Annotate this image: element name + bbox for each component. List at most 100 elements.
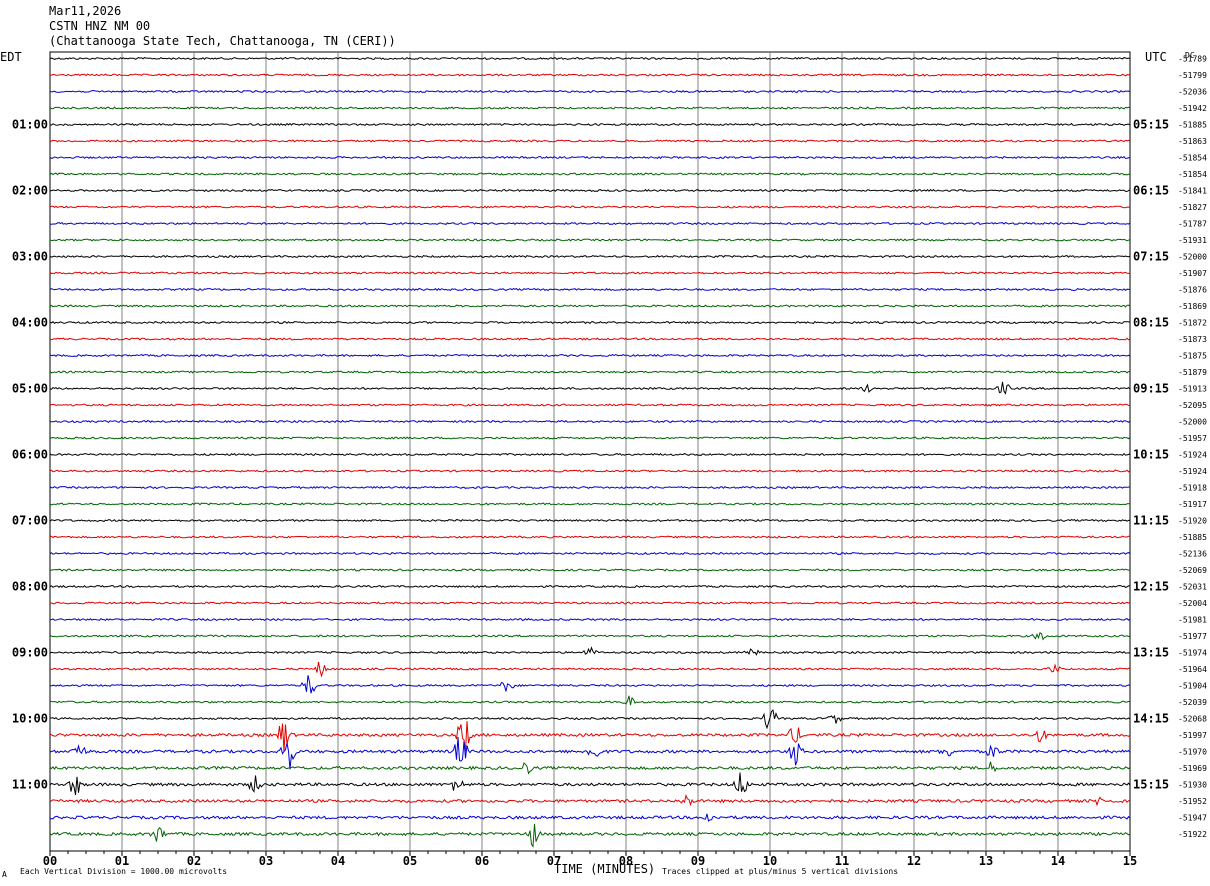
dc-offset-label: -51799 [1178,71,1207,80]
dc-offset-label: -51904 [1178,682,1207,691]
scale-note: Each Vertical Division = 1000.00 microvo… [20,867,228,876]
seismic-trace [49,617,1131,622]
seismic-trace [49,271,1131,275]
seismic-trace [49,485,1131,490]
dc-offset-label: -51931 [1178,236,1207,245]
x-tick-label: 06 [475,854,489,868]
dc-offset-label: -52095 [1178,401,1207,410]
trace-layer [49,56,1131,848]
seismic-trace [49,551,1131,556]
dc-offset-label: -51787 [1178,220,1207,229]
seismic-trace [49,709,1131,730]
right-hour-label: 10:15 [1133,448,1169,462]
x-tick-label: 00 [43,854,57,868]
dc-offset-label: -52000 [1178,418,1207,427]
dc-offset-label: -52068 [1178,715,1207,724]
seismic-trace [49,221,1131,226]
dc-offset-label: -52036 [1178,88,1207,97]
dc-offset-label: -51876 [1178,286,1207,295]
seismic-trace [50,695,1131,706]
dc-offset-label: -51952 [1178,797,1207,806]
dc-offset-label: -51947 [1178,814,1207,823]
dc-offset-label: -51841 [1178,187,1207,196]
dc-offset-label: -51854 [1178,154,1207,163]
seismic-trace [49,139,1131,143]
seismic-trace [49,823,1131,848]
dc-offset-label: -51863 [1178,137,1207,146]
seismic-trace [49,646,1131,656]
right-hour-label: 15:15 [1133,778,1169,792]
dc-offset-label: -51957 [1178,434,1207,443]
dc-offset-label: -51970 [1178,748,1207,757]
dc-offset-label: -51913 [1178,385,1207,394]
seismic-trace [49,736,1131,770]
x-tick-label: 02 [187,854,201,868]
plot-frame [49,51,1131,852]
seismic-trace [49,370,1130,374]
seismic-trace [49,502,1131,506]
dc-offset-label: -51924 [1178,451,1207,460]
right-hour-label: 07:15 [1133,250,1169,264]
seismic-trace [49,452,1131,457]
x-tick-label: 05 [403,854,417,868]
dc-offset-label: -51977 [1178,632,1207,641]
seismic-trace [49,761,1131,775]
right-axis-label: UTC [1145,50,1167,64]
seismic-trace [49,813,1131,822]
dc-offset-label: -51873 [1178,335,1207,344]
left-hour-label: 02:00 [12,184,48,198]
dc-offset-label: -52000 [1178,253,1207,262]
right-hour-label: 06:15 [1133,184,1169,198]
dc-offset-label: -51930 [1178,781,1207,790]
left-hour-label: 11:00 [12,778,48,792]
seismic-trace [49,675,1131,694]
dc-offset-label: -51924 [1178,467,1207,476]
seismic-trace [49,238,1131,242]
x-tick-label: 08 [619,854,633,868]
seismic-trace [49,56,1131,61]
x-tick-label: 14 [1051,854,1065,868]
dc-offset-label: -52031 [1178,583,1207,592]
x-tick-label: 13 [979,854,993,868]
seismic-trace [50,601,1131,605]
seismic-trace [49,254,1131,259]
x-tick-label: 09 [691,854,705,868]
dc-offset-label: -51918 [1178,484,1207,493]
right-hour-label: 12:15 [1133,580,1169,594]
dc-offset-label: -51922 [1178,830,1207,839]
dc-offset-label: -51964 [1178,665,1207,674]
dc-offset-label: -52069 [1178,566,1207,575]
dc-offset-label: -51920 [1178,517,1207,526]
left-hour-label: 10:00 [12,712,48,726]
dc-offset-label: -51854 [1178,170,1207,179]
dc-offset-label: -51907 [1178,269,1207,278]
seismic-trace [49,632,1131,641]
seismic-trace [49,661,1131,678]
seismic-trace [49,403,1131,407]
dc-offset-label: -51885 [1178,121,1207,130]
dc-offset-label: -52039 [1178,698,1207,707]
x-tick-label: 03 [259,854,273,868]
seismic-trace [49,469,1131,473]
seismic-trace [49,794,1131,807]
clip-note: Traces clipped at plus/minus 5 vertical … [662,867,899,876]
left-hour-label: 01:00 [12,118,48,132]
dc-offset-label: -51827 [1178,203,1207,212]
seismic-trace [49,381,1131,395]
right-hour-label: 11:15 [1133,514,1169,528]
dc-offset-label: -51942 [1178,104,1207,113]
seismic-trace [49,772,1131,795]
x-axis-title: TIME (MINUTES) [554,862,656,876]
dc-offset-label: -51789 [1178,55,1207,64]
seismic-trace [49,584,1130,589]
seismic-trace [49,106,1131,110]
dc-offset-label: -51869 [1178,302,1207,311]
right-hour-label: 08:15 [1133,316,1169,330]
seismic-trace [49,721,1131,752]
dc-label: DC [1185,51,1195,60]
dc-offset-label: -51997 [1178,731,1207,740]
seismic-trace [49,73,1131,77]
dc-offset-label: -51969 [1178,764,1207,773]
seismic-trace [49,188,1131,193]
